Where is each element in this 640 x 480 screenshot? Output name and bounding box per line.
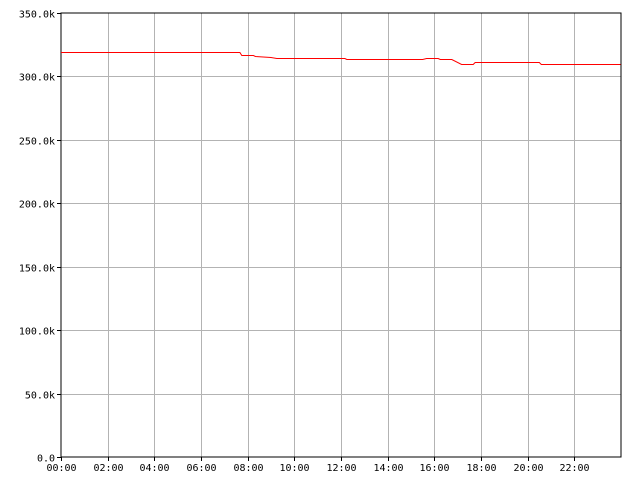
x-tick-label: 22:00 xyxy=(559,463,589,474)
series-line xyxy=(61,52,621,65)
x-tick-label: 00:00 xyxy=(46,463,76,474)
tick-labels: 00:00 02:00 04:00 06:00 08:00 10:00 12:00 14:00… xyxy=(19,10,590,475)
axis-ticks xyxy=(57,13,575,461)
y-tick-label: 150.0k xyxy=(19,264,55,275)
x-tick-label: 04:00 xyxy=(139,463,169,474)
y-tick-label: 100.0k xyxy=(19,327,55,338)
y-tick-label: 50.0k xyxy=(25,391,55,402)
x-tick-label: 16:00 xyxy=(419,463,449,474)
series-group xyxy=(61,52,621,65)
x-tick-label: 12:00 xyxy=(326,463,356,474)
grid-lines xyxy=(61,13,621,457)
y-tick-label: 300.0k xyxy=(19,73,55,84)
x-tick-label: 08:00 xyxy=(233,463,263,474)
x-tick-label: 06:00 xyxy=(186,463,216,474)
x-tick-label: 20:00 xyxy=(513,463,543,474)
x-tick-label: 02:00 xyxy=(93,463,123,474)
x-tick-label: 14:00 xyxy=(373,463,403,474)
y-tick-label: 250.0k xyxy=(19,137,55,148)
y-tick-label: 0.0 xyxy=(37,454,55,465)
y-tick-label: 200.0k xyxy=(19,200,55,211)
x-tick-label: 10:00 xyxy=(279,463,309,474)
x-tick-label: 18:00 xyxy=(466,463,496,474)
y-tick-label: 350.0k xyxy=(19,10,55,21)
